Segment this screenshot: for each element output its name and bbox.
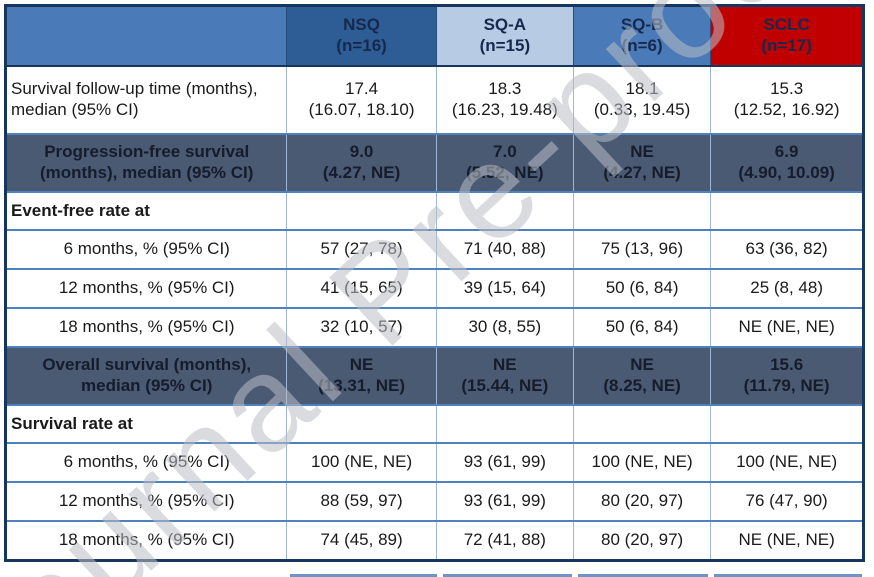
cell-sclc: 6.9 (4.90, 10.09) [710,134,864,192]
cell-sqb: 80 (20, 97) [572,521,711,561]
cell-sqb: 100 (NE, NE) [572,443,711,482]
survival-outcomes-table: NSQ (n=16) SQ-A (n=15) SQ-B (n=6) SCLC (… [4,4,865,562]
cell-sqb [572,405,711,443]
cell-sclc: NE (NE, NE) [710,308,864,347]
row-label: Progression-free survival (months), medi… [5,134,287,192]
section-label: Event-free rate at [11,200,150,220]
table-row: 12 months, % (95% CI) 88 (59, 97) 93 (61… [5,482,864,521]
cell-nsq: 57 (27, 78) [286,230,437,269]
cell-sqb: 50 (6, 84) [572,269,711,308]
cell-sqb: 80 (20, 97) [572,482,711,521]
cell-nsq: 100 (NE, NE) [286,443,437,482]
row-label: 18 months, % (95% CI) [58,317,235,337]
cell-sclc: 15.6 (11.79, NE) [710,347,864,405]
cell-sclc [710,405,864,443]
column-header-nsq: NSQ (n=16) [286,5,437,67]
cell-sqa [435,405,574,443]
cell-sclc: 100 (NE, NE) [710,443,864,482]
cell-sqb: NE (4.27, NE) [572,134,711,192]
section-label: Survival rate at [11,413,133,433]
table-row: Survival follow-up time (months), median… [5,66,864,134]
cell-sclc: 63 (36, 82) [710,230,864,269]
column-header-sqa: SQ-A (n=15) [435,5,574,67]
cell-nsq: 9.0 (4.27, NE) [286,134,437,192]
cell-sqa [435,192,574,230]
cutoff-next-row-border [290,574,437,577]
cell-sclc: 15.3 (12.52, 16.92) [710,66,864,134]
table-row: 18 months, % (95% CI) 74 (45, 89) 72 (41… [5,521,864,561]
cell-nsq: 32 (10, 57) [286,308,437,347]
cell-sqa: 18.3 (16.23, 19.48) [435,66,574,134]
cell-sqa: 71 (40, 88) [435,230,574,269]
cell-sclc: NE (NE, NE) [710,521,864,561]
cell-nsq: 74 (45, 89) [286,521,437,561]
row-label: 12 months, % (95% CI) [58,491,235,511]
table-row: 6 months, % (95% CI) 57 (27, 78) 71 (40,… [5,230,864,269]
cell-sqa: 7.0 (5.52, NE) [435,134,574,192]
table-row: Overall survival (months), median (95% C… [5,347,864,405]
cell-sqb: NE (8.25, NE) [572,347,711,405]
section-row: Event-free rate at [5,192,864,230]
row-label: Survival follow-up time (months), median… [11,79,258,119]
cell-nsq: 17.4 (16.07, 18.10) [286,66,437,134]
row-label: 18 months, % (95% CI) [58,530,235,550]
cell-nsq [286,192,437,230]
cell-sqa: 72 (41, 88) [435,521,574,561]
cell-sqa: 39 (15, 64) [435,269,574,308]
row-label: 12 months, % (95% CI) [58,278,235,298]
cell-sclc [710,192,864,230]
column-header-sclc: SCLC (n=17) [710,5,864,67]
cell-nsq: NE (13.31, NE) [286,347,437,405]
table-row: Progression-free survival (months), medi… [5,134,864,192]
cutoff-next-row-border [578,574,708,577]
cell-sqa: NE (15.44, NE) [435,347,574,405]
header-row: NSQ (n=16) SQ-A (n=15) SQ-B (n=6) SCLC (… [4,5,864,67]
cell-nsq [286,405,437,443]
cell-sqb [572,192,711,230]
row-label: 6 months, % (95% CI) [63,239,230,259]
column-header-sqb: SQ-B (n=6) [572,5,711,67]
cell-sqb: 18.1 (0.33, 19.45) [572,66,711,134]
cell-sqa: 93 (61, 99) [435,482,574,521]
cutoff-next-row-border [443,574,572,577]
row-label: Overall survival (months), median (95% C… [5,347,287,405]
cell-sqb: 75 (13, 96) [572,230,711,269]
cell-nsq: 88 (59, 97) [286,482,437,521]
cutoff-next-row-border [714,574,862,577]
cell-nsq: 41 (15, 65) [286,269,437,308]
table-row: 12 months, % (95% CI) 41 (15, 65) 39 (15… [5,269,864,308]
header-empty-cell [4,5,287,67]
cell-sqa: 30 (8, 55) [435,308,574,347]
cell-sqa: 93 (61, 99) [435,443,574,482]
table-row: 18 months, % (95% CI) 32 (10, 57) 30 (8,… [5,308,864,347]
cell-sclc: 76 (47, 90) [710,482,864,521]
cell-sqb: 50 (6, 84) [572,308,711,347]
cell-sclc: 25 (8, 48) [710,269,864,308]
row-label: 6 months, % (95% CI) [63,452,230,472]
table-row: 6 months, % (95% CI) 100 (NE, NE) 93 (61… [5,443,864,482]
section-row: Survival rate at [5,405,864,443]
